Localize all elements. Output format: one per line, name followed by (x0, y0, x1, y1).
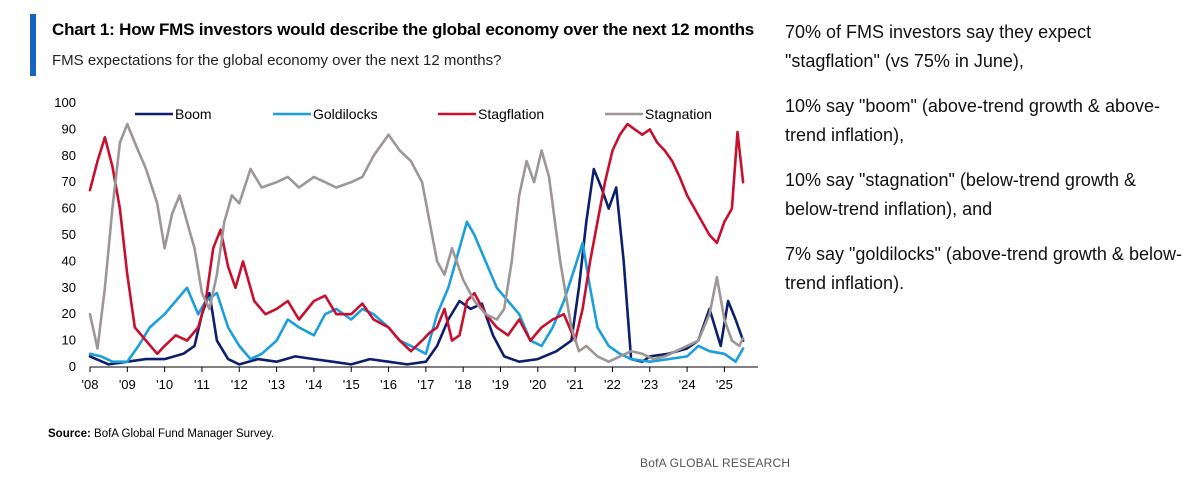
y-tick-label: 0 (69, 359, 76, 374)
y-tick-label: 10 (62, 333, 76, 348)
source-label: Source: (48, 428, 91, 440)
title-accent-bar (30, 14, 36, 76)
commentary-stagnation: 10% say "stagnation" (below-trend growth… (785, 170, 1136, 219)
legend-label-boom: Boom (175, 106, 212, 122)
x-tick-label: '09 (119, 377, 136, 390)
y-tick-label: 80 (62, 148, 76, 163)
y-tick-label: 90 (62, 121, 76, 136)
y-tick-label: 70 (62, 174, 76, 189)
legend-label-stagnation: Stagnation (645, 106, 712, 122)
x-tick-label: '24 (679, 377, 696, 390)
series-line-goldilocks (88, 220, 745, 364)
chart-title: Chart 1: How FMS investors would describ… (52, 20, 755, 39)
y-tick-label: 100 (54, 95, 76, 110)
x-tick-label: '15 (343, 377, 360, 390)
series-line-boom (88, 167, 745, 366)
legend-label-goldilocks: Goldilocks (313, 106, 378, 122)
brand-label: BofA GLOBAL RESEARCH (640, 456, 791, 470)
y-tick-label: 20 (62, 306, 76, 321)
y-tick-label: 50 (62, 227, 76, 242)
x-tick-label: '22 (604, 377, 621, 390)
x-tick-label: '17 (417, 377, 434, 390)
x-tick-label: '12 (231, 377, 248, 390)
commentary-goldilocks: 7% say "goldilocks" (above-trend growth … (785, 244, 1182, 293)
legend-label-stagflation: Stagflation (478, 106, 544, 122)
commentary-stagflation: 70% of FMS investors say they expect "st… (785, 22, 1092, 71)
series-line-stagflation (88, 122, 745, 356)
line-chart: 0 10 20 30 40 50 60 70 80 90 100 '08 '09 '10 '11 '12 '13… (54, 95, 758, 390)
source-text: BofA Global Fund Manager Survey. (94, 428, 275, 440)
x-tick-label: '20 (529, 377, 546, 390)
series-line-stagnation (88, 122, 745, 364)
chart-subtitle: FMS expectations for the global economy … (52, 52, 502, 69)
x-tick-label: '11 (194, 377, 210, 390)
x-tick-label: '23 (641, 377, 658, 390)
commentary-boom: 10% say "boom" (above-trend growth & abo… (785, 96, 1160, 145)
commentary-panel: 70% of FMS investors say they expect "st… (785, 18, 1185, 314)
x-tick-label: '10 (156, 377, 173, 390)
x-tick-label: '21 (567, 377, 584, 390)
source-note: Source: BofA Global Fund Manager Survey. (48, 428, 274, 440)
x-tick-label: '08 (82, 377, 99, 390)
x-tick-label: '14 (305, 377, 322, 390)
x-tick-label: '25 (716, 377, 733, 390)
x-tick-label: '19 (492, 377, 509, 390)
x-tick-label: '13 (268, 377, 285, 390)
y-tick-label: 30 (62, 280, 76, 295)
y-tick-label: 60 (62, 201, 76, 216)
x-tick-label: '16 (380, 377, 397, 390)
x-tick-label: '18 (455, 377, 472, 390)
y-tick-label: 40 (62, 253, 76, 268)
